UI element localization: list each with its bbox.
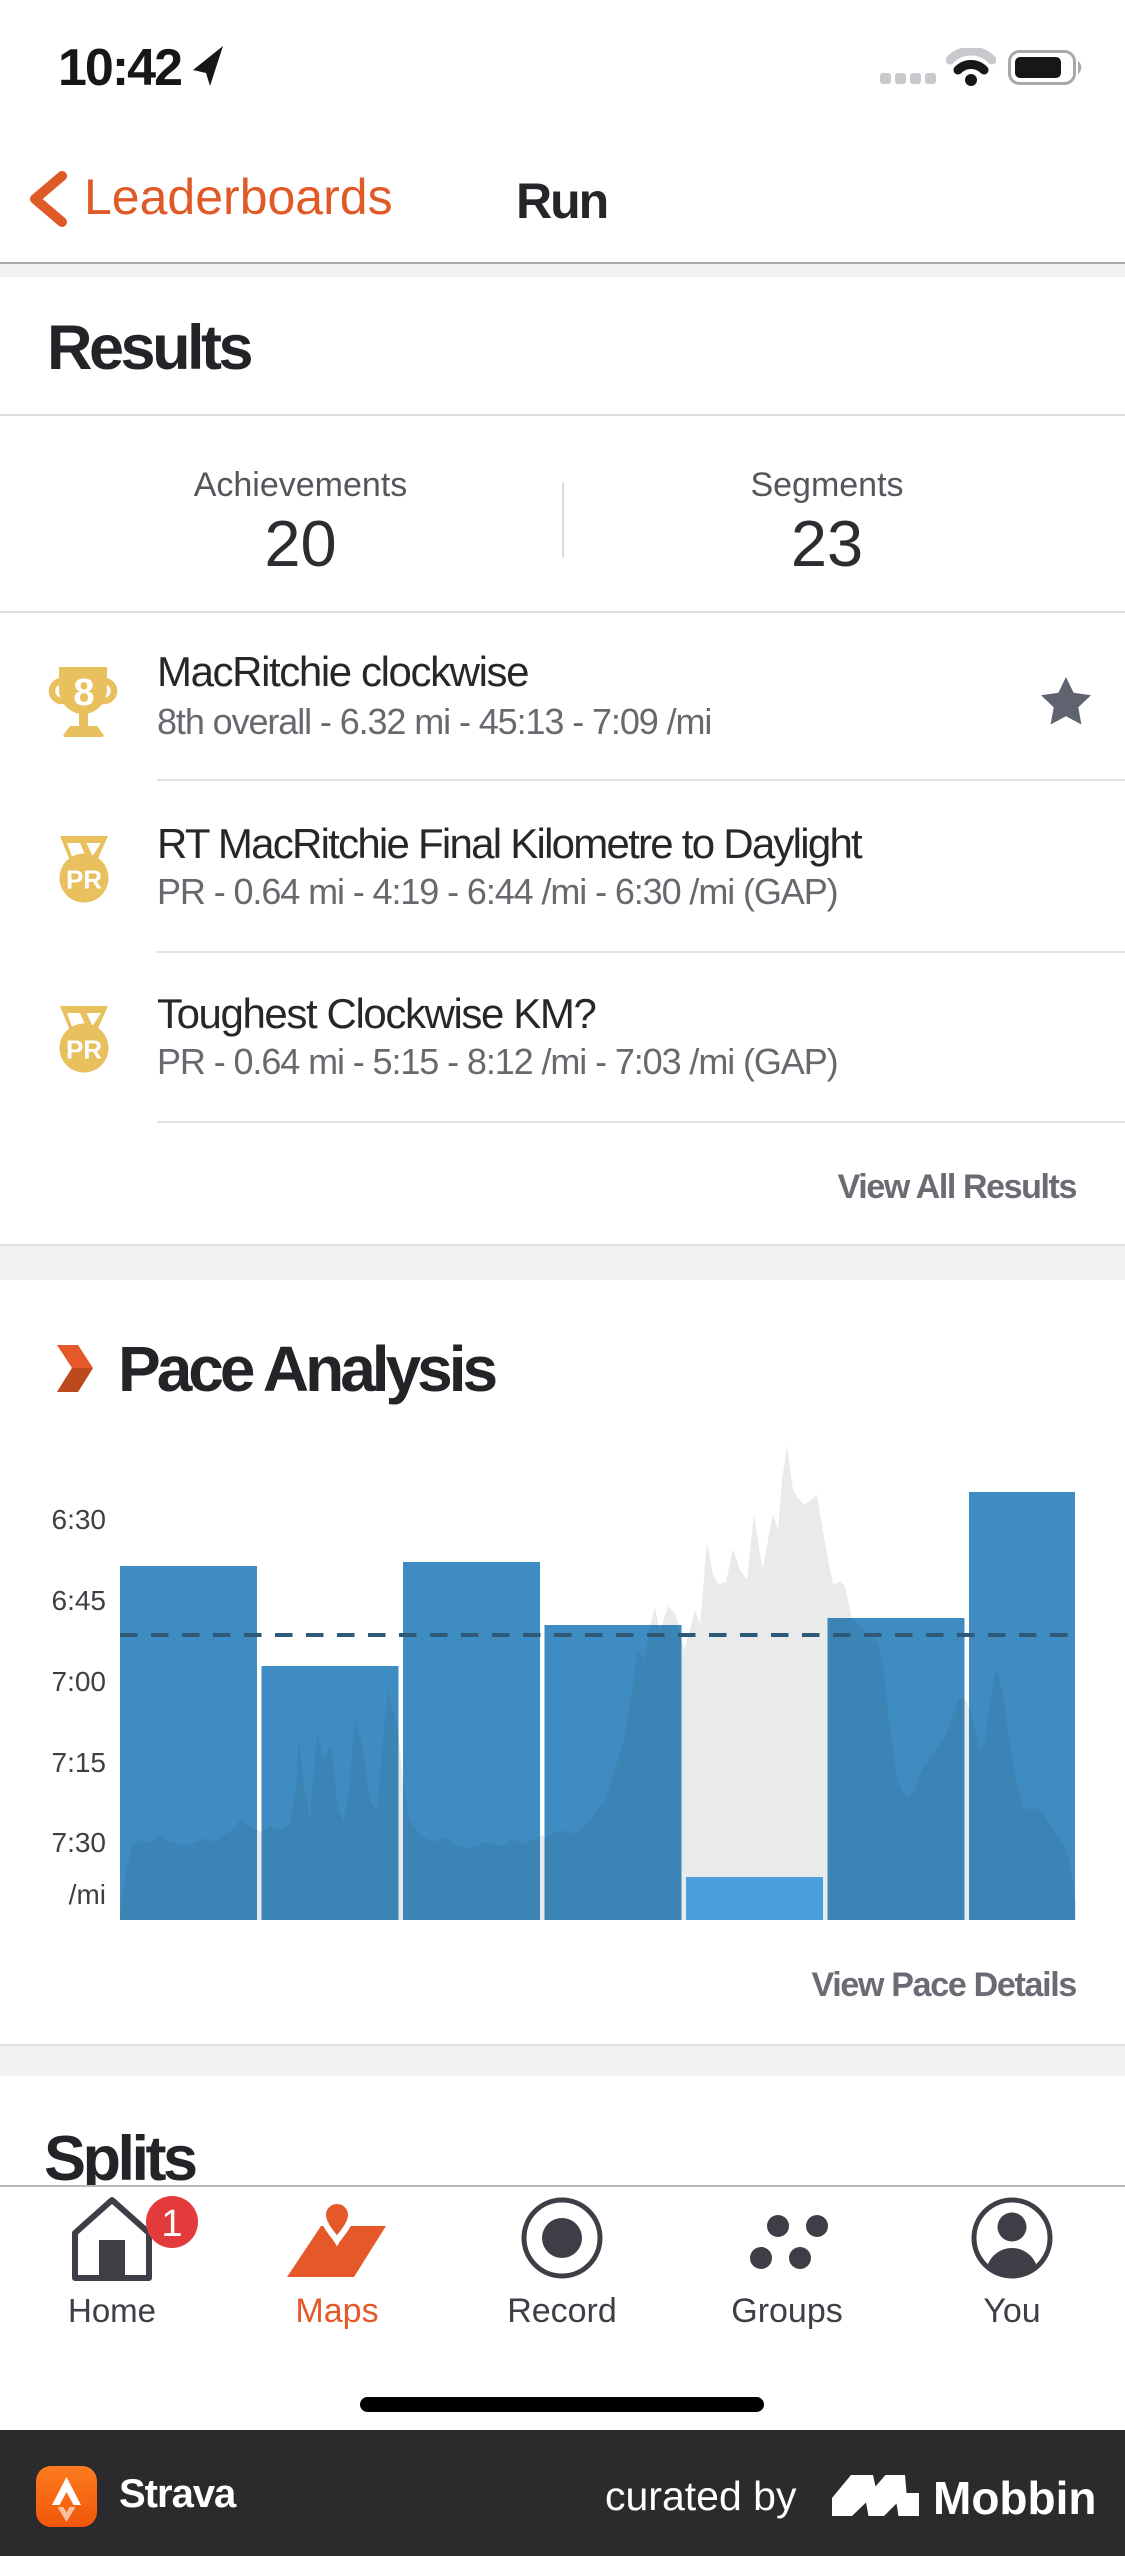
svg-text:8: 8 bbox=[73, 672, 94, 714]
svg-text:1: 1 bbox=[161, 2203, 182, 2245]
svg-text:PR: PR bbox=[66, 1035, 102, 1065]
svg-text:PR: PR bbox=[66, 865, 102, 895]
